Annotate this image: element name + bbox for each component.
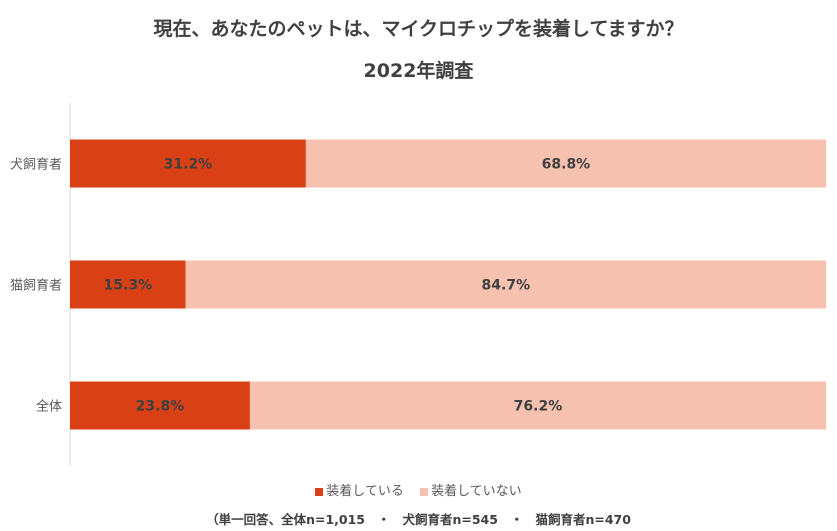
bar-not-installed	[185, 260, 827, 309]
sample-size-note: （単一回答、全体n=1,015 ・ 犬飼育者n=545 ・ 猫飼育者n=470	[206, 512, 631, 527]
bar-not-installed	[305, 139, 826, 188]
bar-installed	[70, 139, 306, 188]
data-label: 84.7%	[482, 278, 531, 294]
data-label: 15.3%	[104, 278, 153, 294]
data-label: 76.2%	[514, 399, 563, 415]
category-label: 全体	[36, 399, 62, 415]
legend: 装着している 装着していない	[0, 480, 837, 499]
category-label: 猫飼育者	[10, 278, 62, 294]
data-label: 23.8%	[136, 399, 185, 415]
legend-label-installed: 装着している	[326, 484, 404, 499]
data-label: 68.8%	[542, 157, 591, 173]
bar-installed	[70, 381, 250, 430]
legend-label-not-installed: 装着していない	[431, 484, 522, 499]
category-label: 犬飼育者	[10, 157, 62, 173]
legend-item-installed: 装着している	[315, 480, 404, 499]
bar-installed	[70, 260, 186, 309]
legend-swatch-not-installed	[420, 487, 429, 496]
data-label: 31.2%	[164, 157, 213, 173]
bar-not-installed	[249, 381, 827, 430]
legend-swatch-installed	[315, 487, 324, 496]
chart-subtitle: 2022年調査	[363, 60, 474, 82]
legend-item-not-installed: 装着していない	[420, 480, 522, 499]
chart-title: 現在、あなたのペットは、マイクロチップを装着してますか？	[153, 18, 684, 40]
